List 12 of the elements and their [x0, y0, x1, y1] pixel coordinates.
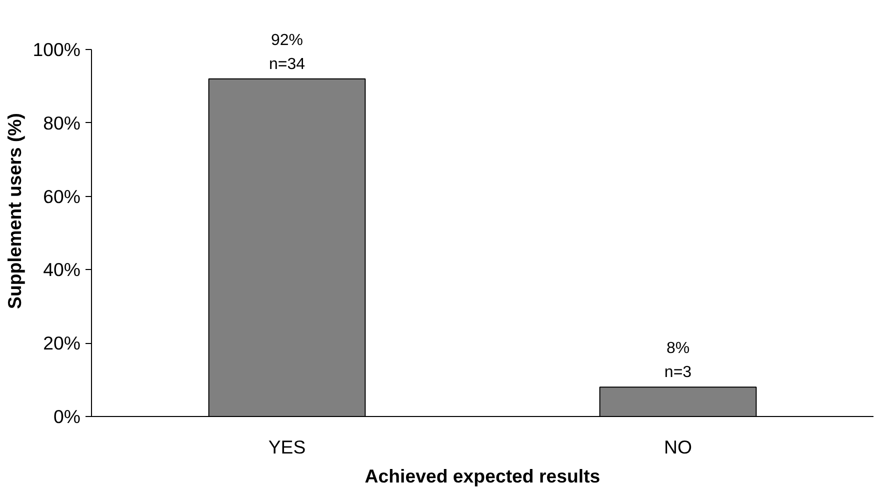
y-tick-label: 80% — [43, 112, 81, 134]
y-tick-label: 60% — [43, 186, 81, 207]
x-tick-label: NO — [664, 436, 692, 458]
data-label: 92% n=34 — [268, 32, 306, 73]
data-label: 8% n=3 — [664, 340, 692, 382]
x-axis-title: Achieved expected results — [364, 466, 600, 486]
y-tick-label: 0% — [54, 406, 81, 427]
y-tick-label: 40% — [43, 259, 81, 280]
y-axis-title: Supplement users (%) — [4, 113, 25, 309]
x-tick-label: YES — [268, 436, 306, 458]
y-tick-label: 100% — [32, 39, 81, 60]
y-tick-label: 20% — [43, 332, 81, 354]
